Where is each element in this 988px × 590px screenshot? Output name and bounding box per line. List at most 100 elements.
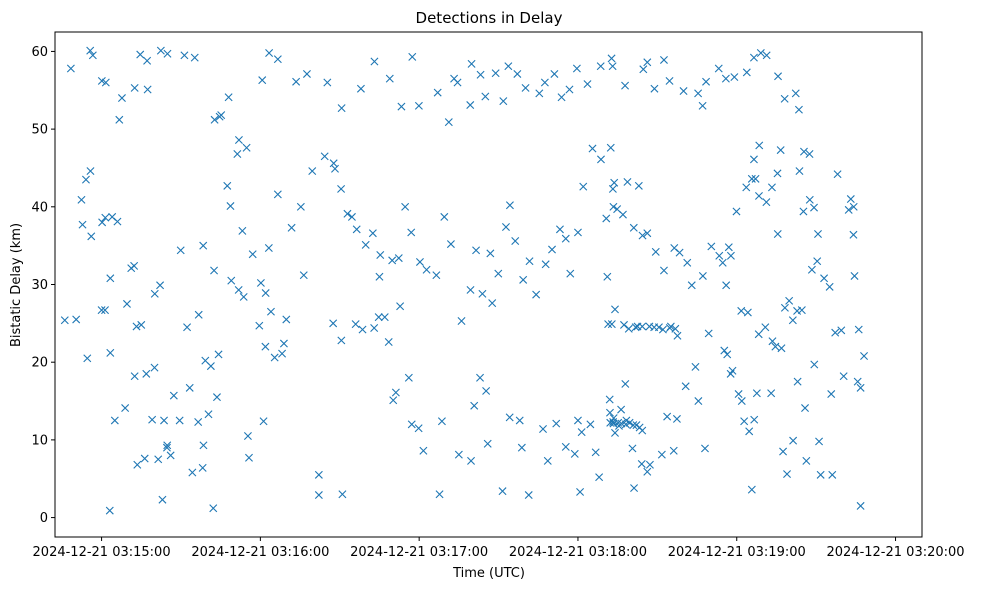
data-point — [142, 369, 151, 378]
data-point — [121, 404, 130, 413]
data-point — [579, 182, 588, 191]
y-tick-label: 10 — [31, 433, 48, 448]
data-point — [223, 181, 232, 190]
data-point — [415, 257, 424, 266]
data-point — [643, 229, 652, 238]
data-point — [780, 94, 789, 103]
data-point — [478, 289, 487, 298]
data-point — [634, 181, 643, 190]
data-point — [140, 454, 149, 463]
data-point — [715, 251, 724, 260]
data-point — [308, 167, 317, 176]
data-point — [265, 48, 274, 57]
data-point — [351, 320, 360, 329]
data-point — [602, 214, 611, 223]
data-point — [609, 414, 618, 423]
data-point — [156, 281, 165, 290]
data-point — [807, 265, 816, 274]
data-point — [849, 230, 858, 239]
data-point — [816, 470, 825, 479]
data-point — [780, 303, 789, 312]
data-point — [740, 417, 749, 426]
data-point — [397, 102, 406, 111]
data-point — [388, 256, 397, 265]
data-point — [163, 49, 172, 58]
data-point — [86, 46, 95, 55]
data-point — [466, 285, 475, 294]
data-point — [747, 174, 756, 183]
data-point — [750, 415, 759, 424]
data-point — [755, 141, 764, 150]
data-point — [793, 377, 802, 386]
data-point — [745, 427, 754, 436]
data-point — [620, 320, 628, 329]
data-point — [329, 319, 338, 328]
data-point — [650, 84, 659, 93]
data-point — [555, 225, 564, 234]
data-point — [266, 307, 275, 316]
data-point — [659, 266, 668, 275]
data-point — [472, 246, 481, 255]
data-point — [521, 83, 530, 92]
data-point — [557, 93, 566, 102]
data-point — [385, 74, 394, 83]
data-point — [376, 250, 385, 259]
data-point — [175, 416, 184, 425]
data-point — [148, 415, 157, 424]
data-point — [691, 362, 700, 371]
data-point — [238, 226, 247, 235]
y-tick-label: 50 — [31, 123, 48, 138]
data-point — [190, 53, 199, 62]
data-point — [210, 266, 219, 275]
data-point — [133, 460, 142, 469]
data-point — [666, 322, 675, 331]
data-point — [669, 446, 678, 455]
data-point — [672, 414, 681, 423]
data-point — [130, 372, 139, 381]
data-point — [825, 282, 834, 291]
plot-background — [55, 32, 922, 537]
data-point — [292, 77, 301, 86]
x-tick-label: 2024-12-21 03:18:00 — [509, 545, 647, 560]
data-point — [259, 417, 268, 426]
data-point — [440, 212, 449, 221]
data-point — [645, 460, 654, 469]
data-point — [505, 201, 514, 210]
data-point — [737, 397, 746, 406]
data-point — [607, 320, 616, 329]
data-point — [194, 310, 203, 319]
x-tick-label: 2024-12-21 03:19:00 — [668, 545, 806, 560]
data-point — [698, 101, 707, 110]
data-point — [576, 487, 585, 496]
data-point — [623, 177, 632, 186]
data-point — [813, 257, 822, 266]
data-point — [158, 495, 167, 504]
data-point — [752, 389, 761, 398]
data-point — [323, 78, 332, 87]
data-point — [779, 447, 788, 456]
data-point — [643, 58, 652, 67]
data-point — [422, 265, 431, 274]
data-point — [470, 401, 479, 410]
data-point — [606, 143, 615, 152]
data-point — [663, 412, 672, 421]
data-point — [248, 250, 257, 259]
data-point — [768, 337, 777, 346]
data-point — [106, 348, 115, 357]
data-point — [106, 274, 115, 283]
data-point — [761, 323, 770, 332]
data-point — [671, 324, 680, 333]
data-point — [831, 328, 840, 337]
data-point — [789, 436, 798, 445]
data-point — [856, 383, 865, 392]
data-point — [375, 272, 384, 281]
data-point — [743, 308, 752, 317]
data-point — [665, 76, 674, 85]
data-point — [799, 207, 808, 216]
data-point — [762, 198, 771, 207]
data-point — [101, 306, 110, 315]
data-point — [97, 306, 106, 315]
data-point — [788, 316, 797, 325]
data-point — [849, 202, 858, 211]
data-point — [302, 69, 311, 78]
